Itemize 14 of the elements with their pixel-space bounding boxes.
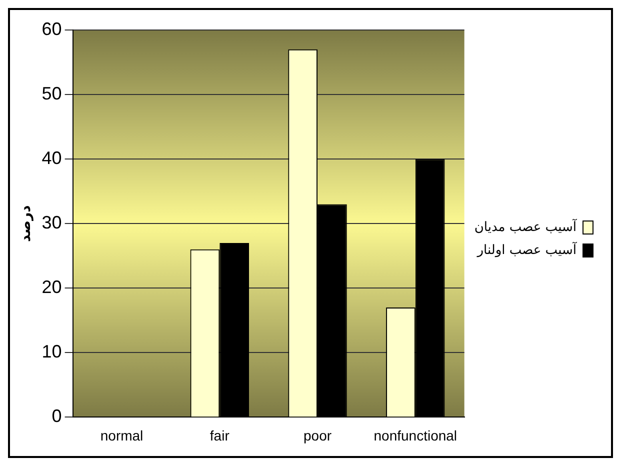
y-tick-label: 10: [42, 342, 62, 362]
y-tick-label: 0: [52, 406, 62, 426]
y-tick-label: 20: [42, 277, 62, 298]
x-tick-label: nonfunctional: [374, 427, 458, 444]
legend-label: آسیب عصب مدیان: [474, 218, 578, 235]
y-tick-label: 60: [42, 18, 62, 39]
x-tick-label: poor: [304, 427, 332, 444]
y-tick-label: 50: [42, 84, 62, 104]
y-tick-label: 30: [42, 212, 62, 233]
legend-label: آسیب عصب اولنار: [476, 240, 578, 258]
y-tick-label: 40: [42, 148, 62, 168]
x-tick-label: normal: [100, 427, 144, 444]
y-axis-title: درصد: [18, 205, 34, 242]
x-tick-label: fair: [210, 427, 230, 444]
